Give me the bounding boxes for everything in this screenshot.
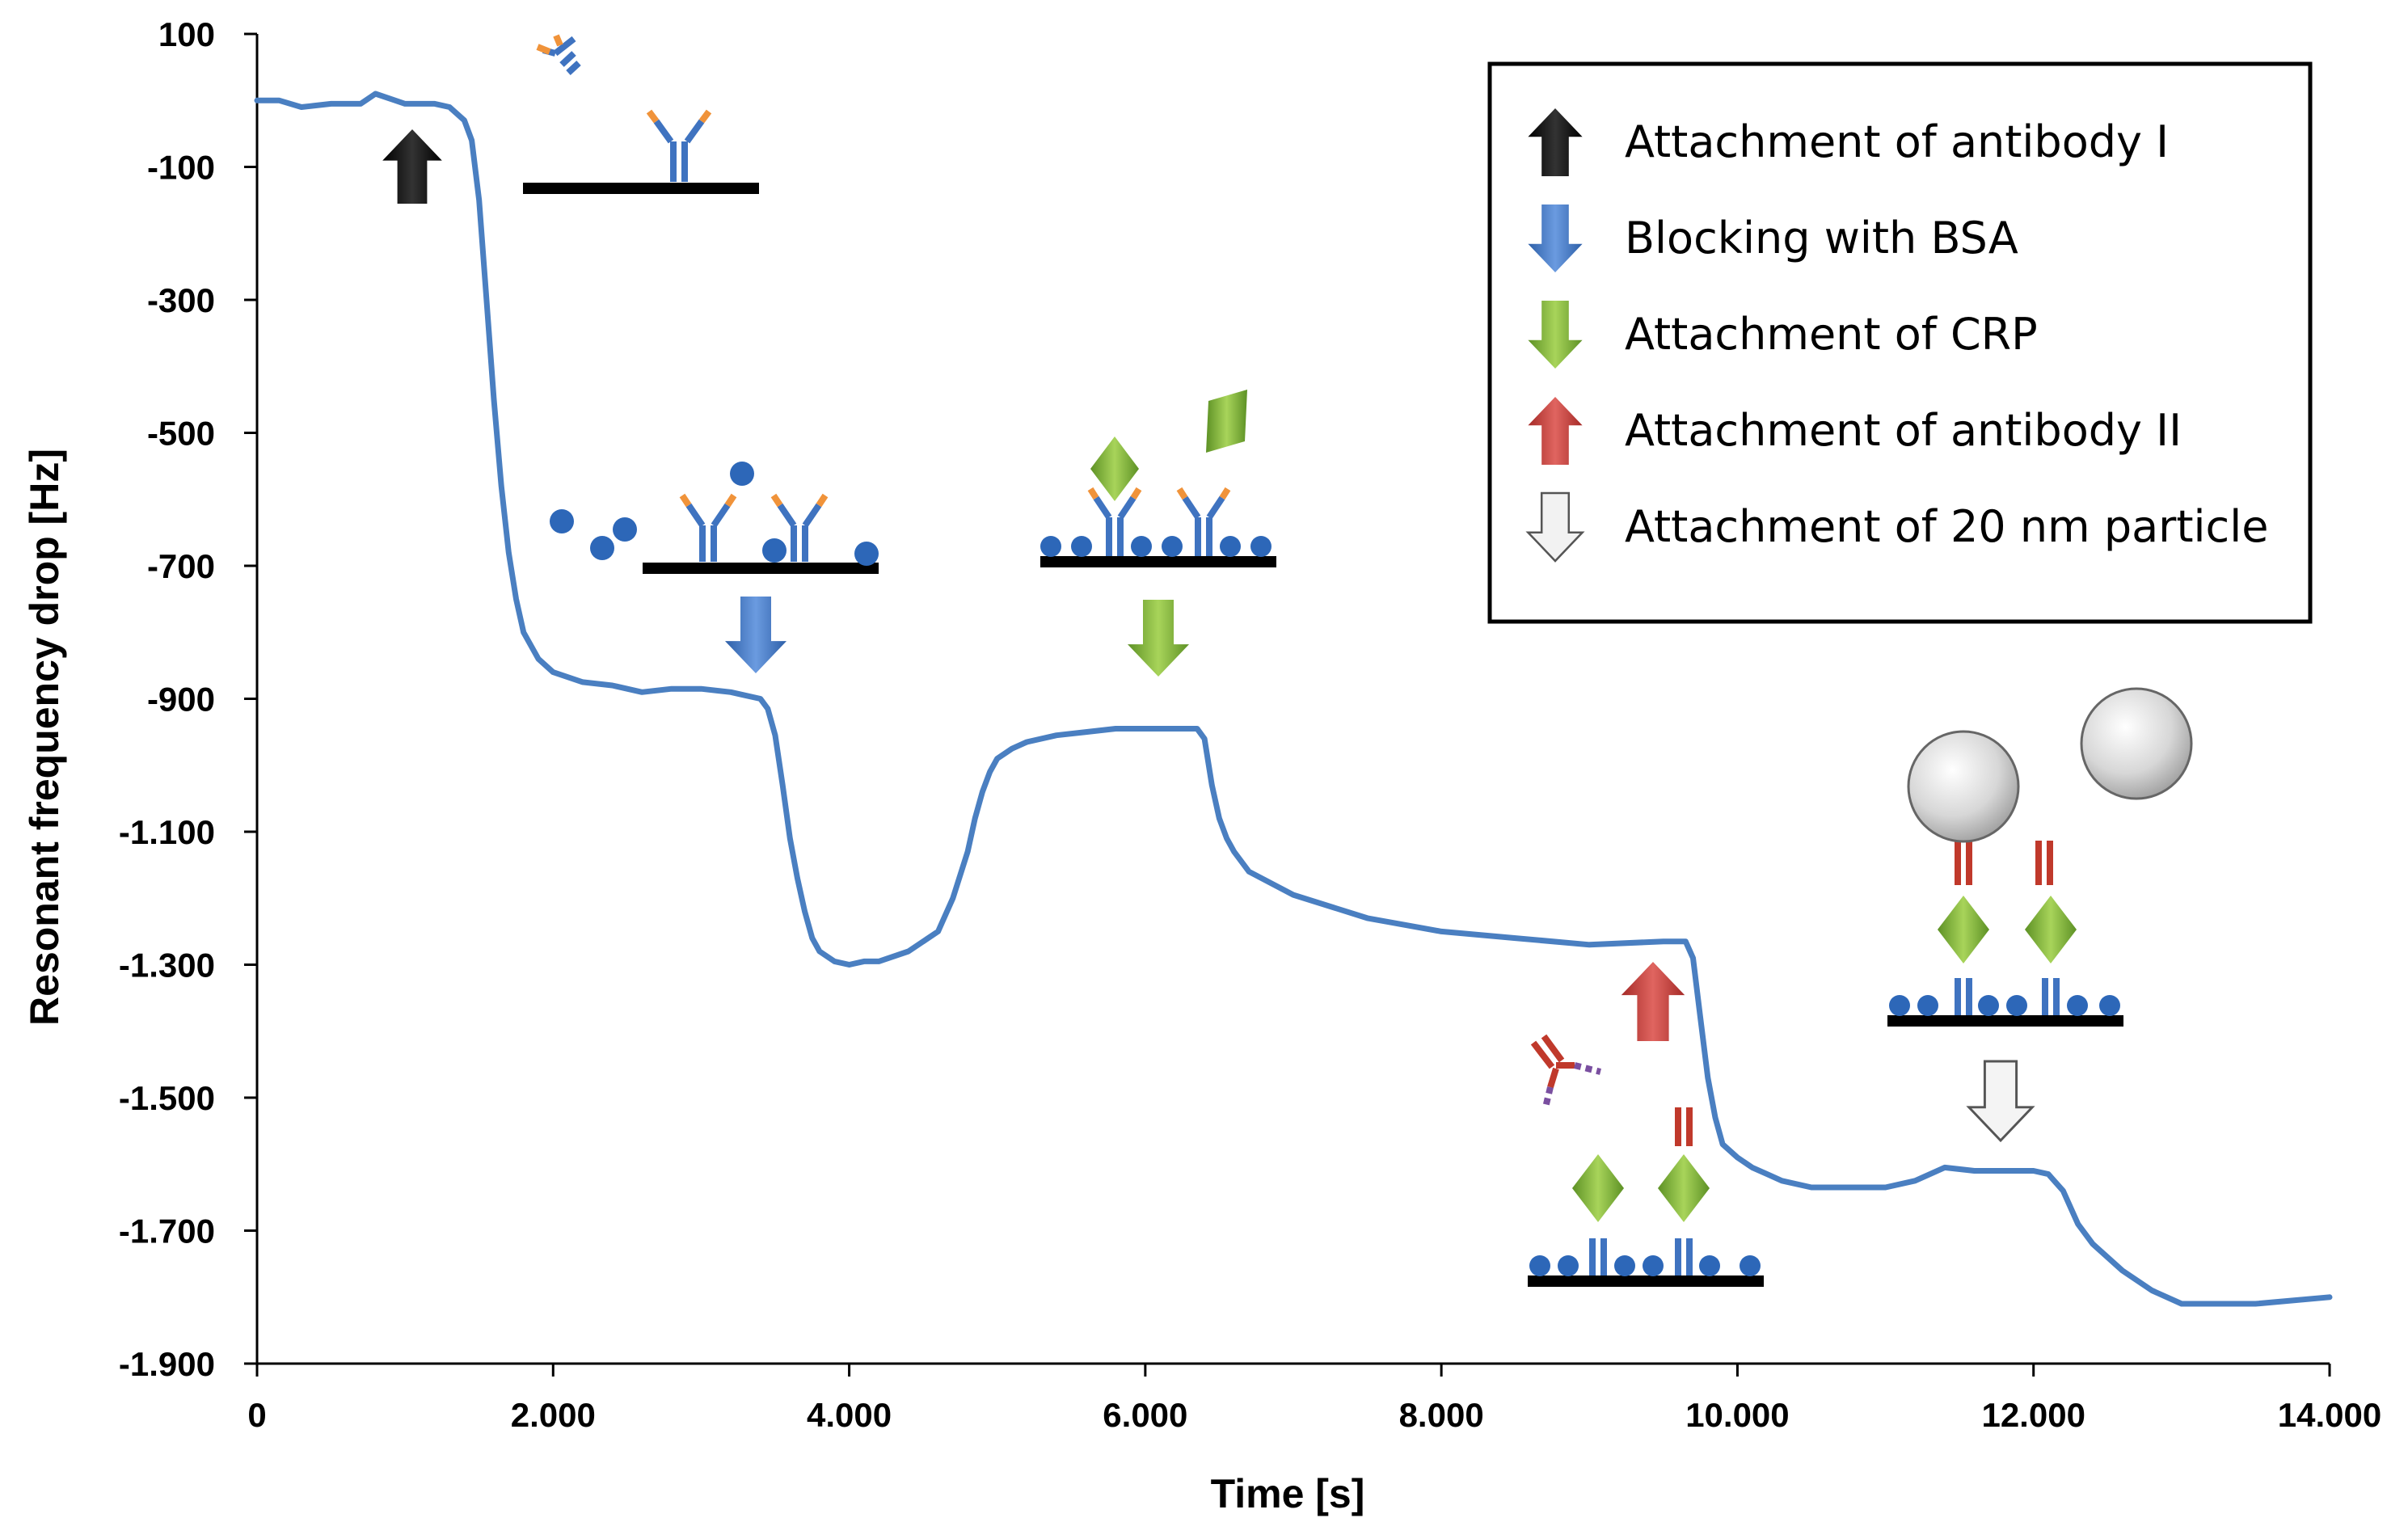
nanoparticle — [2080, 687, 2193, 800]
crp-molecule — [1938, 896, 1989, 963]
crp-molecule — [1572, 1154, 1624, 1222]
y-axis-title: Resonant frequency drop [Hz] — [22, 449, 67, 1026]
x-tick-label: 6.000 — [1103, 1396, 1187, 1434]
bound-antibody-icon — [1176, 487, 1231, 556]
bound-antibody-ii-icon — [1675, 1107, 1693, 1146]
bsa-layer — [1529, 1255, 1761, 1276]
legend-label: Attachment of antibody I — [1625, 116, 2169, 167]
x-tick-label: 4.000 — [807, 1396, 892, 1434]
bsa-layer — [1889, 995, 2120, 1016]
crp-attachment-illustration — [1040, 390, 1276, 677]
bound-antibody-icon — [646, 109, 712, 182]
y-tick-label: -1.700 — [119, 1212, 215, 1250]
x-tick-label: 8.000 — [1399, 1396, 1484, 1434]
sensor-surface — [1528, 1275, 1764, 1287]
series-group — [254, 91, 2333, 1307]
bound-antibody-icon — [1087, 487, 1142, 556]
free-antibody-ii-icon — [1530, 1034, 1601, 1108]
bsa-molecule — [550, 509, 574, 533]
bound-antibody-icon — [1589, 1238, 1693, 1275]
antibody-attachment-illustration — [382, 34, 759, 204]
bsa-molecule — [730, 462, 754, 486]
red-up-arrow-icon — [1621, 962, 1685, 1041]
free-antibody-icon — [536, 34, 581, 75]
x-tick-label: 0 — [247, 1396, 266, 1434]
bound-antibody-ii-icon — [1955, 841, 2053, 885]
tick-labels: 100 -100 -300 -500 -700 -900 -1.100 -1.300 -1.50… — [119, 15, 2381, 1434]
y-tick-label: -1.500 — [119, 1079, 215, 1117]
y-tick-label: -1.900 — [119, 1345, 215, 1383]
crp-molecule — [2025, 896, 2077, 963]
x-tick-label: 10.000 — [1685, 1396, 1789, 1434]
y-tick-label: -300 — [147, 281, 215, 319]
bsa-molecule — [613, 517, 637, 542]
x-tick-label: 2.000 — [511, 1396, 596, 1434]
y-tick-label: -1.300 — [119, 947, 215, 985]
antibody-ii-attachment-illustration — [1528, 962, 1764, 1287]
x-axis-title: Time [s] — [1211, 1471, 1365, 1516]
legend-label: Attachment of 20 nm particle — [1625, 501, 2268, 552]
legend-label: Attachment of CRP — [1625, 309, 2038, 360]
bound-antibody-icon — [679, 493, 737, 562]
legend-label: Blocking with BSA — [1625, 213, 2018, 264]
bsa-layer — [1040, 536, 1271, 557]
legend-label: Attachment of antibody II — [1625, 405, 2182, 456]
blue-down-arrow-icon — [725, 597, 787, 673]
x-tick-label: 12.000 — [1981, 1396, 2085, 1434]
y-tick-label: -700 — [147, 547, 215, 585]
bound-antibody-icon — [1955, 978, 2060, 1015]
sensor-surface — [1040, 556, 1276, 567]
particle-attachment-illustration — [1887, 687, 2193, 1142]
y-tick-label: -500 — [147, 415, 215, 453]
sensor-surface — [643, 563, 879, 574]
legend: Attachment of antibody I Blocking with BS… — [1487, 61, 2313, 624]
bsa-molecule — [762, 538, 787, 563]
crp-molecule — [1658, 1154, 1710, 1222]
y-tick-label: -900 — [147, 681, 215, 719]
y-tick-label: 100 — [158, 15, 215, 53]
series-line — [254, 91, 2333, 1307]
sensor-surface — [523, 183, 759, 194]
crp-molecule — [1206, 390, 1247, 453]
nanoparticle — [1907, 730, 2020, 843]
bsa-molecule — [854, 542, 879, 566]
bsa-molecule — [590, 536, 614, 560]
legend-box — [1487, 61, 2313, 624]
green-down-arrow-icon — [1128, 600, 1189, 677]
bound-antibody-icon — [770, 493, 829, 562]
bsa-blocking-illustration — [550, 462, 879, 673]
black-up-arrow-icon — [382, 129, 442, 204]
x-tick-label: 14.000 — [2278, 1396, 2381, 1434]
white-down-arrow-icon — [1967, 1060, 2034, 1142]
y-tick-label: -100 — [147, 149, 215, 187]
crp-molecule — [1090, 436, 1139, 501]
y-tick-label: -1.100 — [119, 813, 215, 851]
axes — [244, 32, 2331, 1377]
sensor-surface — [1887, 1015, 2123, 1027]
